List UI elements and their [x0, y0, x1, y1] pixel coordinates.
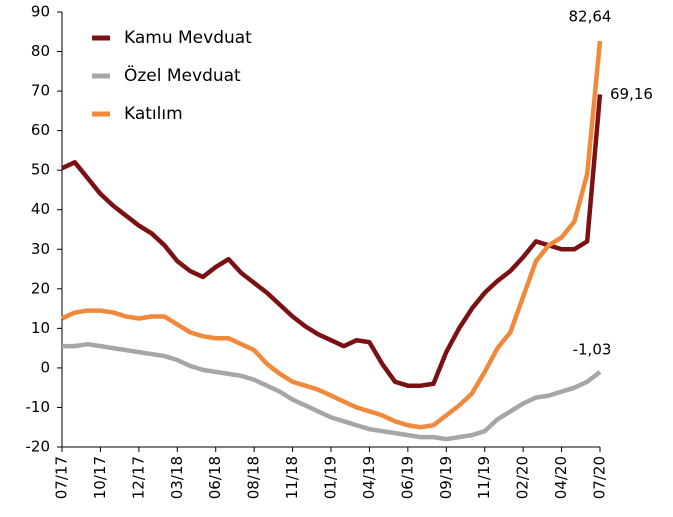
- x-tick-label: 11/18: [283, 456, 301, 499]
- y-tick-label: 20: [31, 279, 50, 297]
- x-tick-label: 06/18: [206, 456, 224, 499]
- x-tick-label: 06/19: [398, 456, 416, 499]
- legend-label: Kamu Mevduat: [124, 28, 252, 48]
- x-tick-label: 02/20: [514, 456, 532, 499]
- series-line: [61, 40, 603, 430]
- series-line: [62, 341, 602, 442]
- y-tick-label: 30: [31, 240, 50, 258]
- series-line: [61, 94, 603, 388]
- x-tick-label: 04/20: [552, 456, 570, 499]
- y-tick-label: 10: [31, 319, 50, 337]
- y-tick-label: 40: [31, 200, 50, 218]
- data-label: -1,03: [573, 340, 612, 358]
- x-tick-label: 10/17: [91, 456, 109, 499]
- x-tick-label: 01/19: [322, 456, 340, 499]
- x-tick-label: 07/17: [53, 456, 71, 499]
- y-tick-label: -20: [26, 438, 51, 456]
- legend-label: Katılım: [124, 104, 183, 124]
- y-tick-label: 90: [31, 3, 50, 21]
- data-label: 82,64: [569, 8, 612, 26]
- x-tick-label: 07/20: [591, 456, 609, 499]
- x-tick-label: 08/18: [245, 456, 263, 499]
- legend-label: Özel Mevduat: [124, 64, 241, 86]
- x-tick-label: 12/17: [129, 456, 147, 499]
- y-tick-label: 0: [40, 358, 50, 376]
- y-tick-label: 60: [31, 121, 50, 139]
- x-tick-label: 11/19: [475, 456, 493, 499]
- y-tick-label: -10: [26, 398, 51, 416]
- x-tick-label: 04/19: [360, 456, 378, 499]
- y-tick-label: 80: [31, 42, 50, 60]
- x-tick-label: 09/19: [437, 456, 455, 499]
- data-label: 69,16: [610, 85, 653, 103]
- y-tick-label: 50: [31, 161, 50, 179]
- y-tick-label: 70: [31, 82, 50, 100]
- x-tick-label: 03/18: [168, 456, 186, 499]
